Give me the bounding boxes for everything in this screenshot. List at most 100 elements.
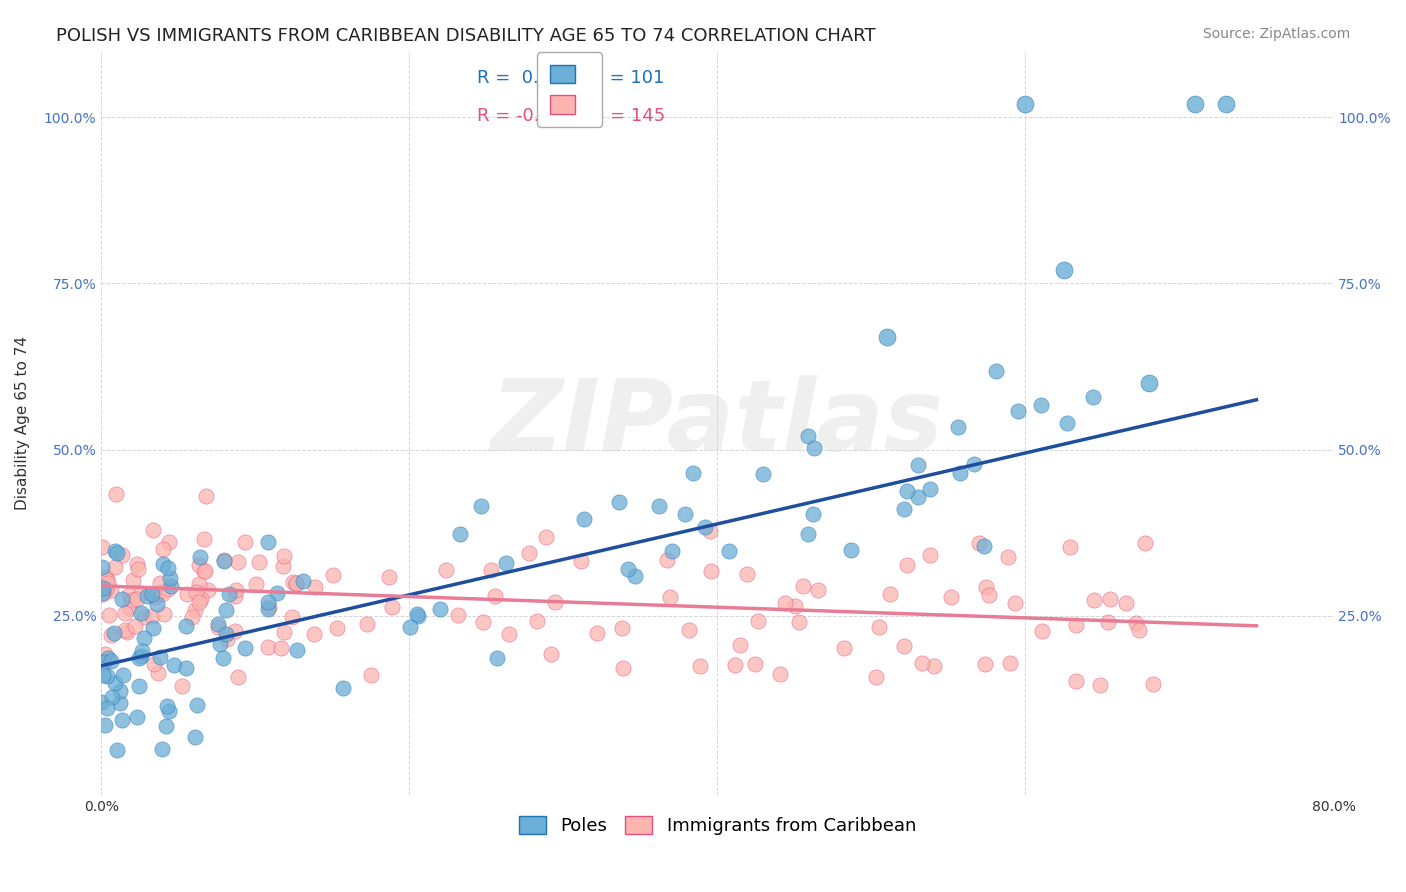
Point	[155, 719, 177, 733]
Point	[257, 640, 280, 654]
Point	[132, 632, 155, 646]
Point	[1007, 404, 1029, 418]
Point	[1004, 597, 1026, 611]
Point	[517, 546, 540, 560]
Point	[747, 615, 769, 629]
Point	[1137, 376, 1160, 391]
Point	[1128, 623, 1150, 637]
Point	[270, 640, 292, 655]
Point	[257, 600, 280, 615]
Point	[449, 526, 471, 541]
Point	[495, 556, 517, 570]
Point	[215, 626, 238, 640]
Point	[188, 550, 211, 565]
Point	[689, 659, 711, 673]
Point	[128, 651, 150, 665]
Point	[118, 588, 141, 602]
Point	[111, 713, 134, 727]
Point	[1081, 390, 1104, 404]
Point	[569, 554, 592, 568]
Point	[661, 543, 683, 558]
Point	[174, 618, 197, 632]
Point	[100, 654, 122, 668]
Point	[281, 610, 304, 624]
Point	[769, 666, 792, 681]
Point	[224, 589, 246, 603]
Point	[1014, 96, 1036, 111]
Point	[1133, 536, 1156, 550]
Point	[1059, 540, 1081, 554]
Point	[215, 632, 238, 646]
Point	[946, 420, 969, 434]
Point	[610, 621, 633, 635]
Point	[920, 549, 942, 563]
Point	[207, 620, 229, 634]
Point	[153, 607, 176, 621]
Point	[728, 638, 751, 652]
Point	[1097, 615, 1119, 629]
Point	[572, 512, 595, 526]
Point	[141, 609, 163, 624]
Point	[105, 743, 128, 757]
Point	[1031, 624, 1053, 639]
Point	[193, 532, 215, 546]
Point	[233, 534, 256, 549]
Point	[212, 651, 235, 665]
Point	[304, 580, 326, 594]
Point	[273, 625, 295, 640]
Point	[699, 524, 721, 538]
Point	[976, 580, 998, 594]
Point	[188, 558, 211, 572]
Point	[796, 428, 818, 442]
Point	[920, 482, 942, 496]
Point	[104, 676, 127, 690]
Point	[94, 582, 117, 596]
Point	[429, 602, 451, 616]
Legend: Poles, Immigrants from Caribbean: Poles, Immigrants from Caribbean	[508, 805, 927, 846]
Point	[136, 589, 159, 603]
Point	[121, 573, 143, 587]
Point	[1142, 677, 1164, 691]
Text: POLISH VS IMMIGRANTS FROM CARIBBEAN DISABILITY AGE 65 TO 74 CORRELATION CHART: POLISH VS IMMIGRANTS FROM CARIBBEAN DISA…	[56, 27, 876, 45]
Point	[125, 710, 148, 724]
Point	[100, 628, 122, 642]
Point	[472, 615, 495, 629]
Point	[149, 650, 172, 665]
Point	[648, 500, 671, 514]
Point	[91, 667, 114, 681]
Point	[96, 668, 118, 682]
Point	[174, 661, 197, 675]
Point	[100, 583, 122, 598]
Point	[896, 558, 918, 572]
Point	[911, 656, 934, 670]
Point	[700, 565, 723, 579]
Point	[326, 622, 349, 636]
Point	[170, 679, 193, 693]
Point	[184, 730, 207, 744]
Point	[249, 555, 271, 569]
Point	[612, 661, 634, 675]
Point	[381, 600, 404, 615]
Point	[695, 520, 717, 534]
Point	[208, 637, 231, 651]
Point	[193, 564, 215, 578]
Point	[256, 534, 278, 549]
Point	[129, 586, 152, 600]
Point	[484, 589, 506, 603]
Point	[893, 502, 915, 516]
Point	[150, 742, 173, 756]
Point	[131, 606, 153, 620]
Point	[1056, 416, 1078, 430]
Point	[879, 587, 901, 601]
Point	[1115, 596, 1137, 610]
Point	[446, 608, 468, 623]
Point	[143, 657, 166, 671]
Point	[752, 467, 775, 481]
Point	[96, 570, 118, 584]
Point	[540, 647, 562, 661]
Point	[114, 607, 136, 621]
Point	[97, 651, 120, 665]
Point	[146, 665, 169, 680]
Point	[150, 587, 173, 601]
Point	[197, 582, 219, 597]
